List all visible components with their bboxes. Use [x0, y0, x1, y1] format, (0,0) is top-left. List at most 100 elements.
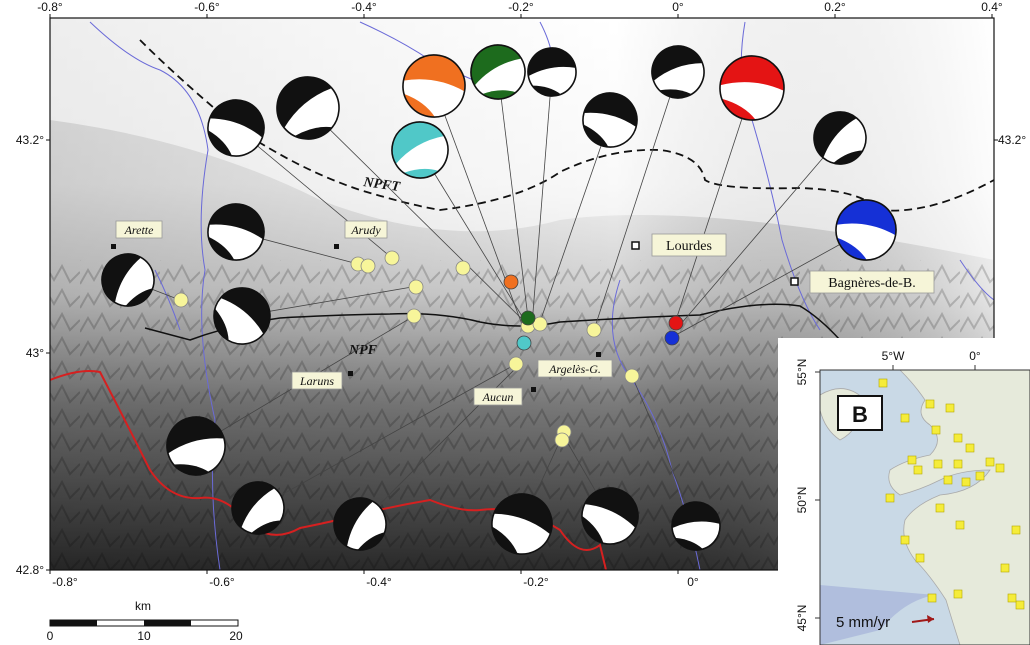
focal-mechanism-beachball: [402, 54, 466, 118]
lon-tick-top: 0.4°: [981, 0, 1003, 14]
svg-text:10: 10: [137, 629, 151, 643]
epicenter-dot: [406, 308, 422, 324]
svg-text:Aucun: Aucun: [482, 390, 514, 404]
inset-lat-tick: 50°N: [795, 487, 809, 514]
gps-station: [907, 455, 917, 465]
npft-fault: [139, 39, 995, 212]
svg-text:20: 20: [229, 629, 243, 643]
town-aucun: Aucun: [473, 387, 523, 406]
epicenter-dot: [455, 260, 471, 276]
lon-tick-top: -0.4°: [351, 0, 377, 14]
lat-tick-right: 43.2°: [998, 133, 1026, 147]
epicenter-dot: [554, 432, 570, 448]
epicenter-dot: [408, 279, 424, 295]
npf-fault: [144, 303, 841, 341]
lourdes-marker: [631, 241, 640, 250]
epicenter-dot: [586, 322, 602, 338]
gps-station: [915, 553, 925, 563]
focal-mechanism-beachball: [581, 487, 639, 545]
gps-station: [933, 459, 943, 469]
focal-mechanism-beachball: [491, 493, 553, 555]
focal-mechanism-beachball: [651, 45, 705, 99]
town-lourdes: Lourdes: [651, 233, 727, 257]
svg-text:Arudy: Arudy: [350, 223, 381, 237]
svg-text:Argelès-G.: Argelès-G.: [548, 362, 601, 376]
epicenter-dot-colored: [520, 310, 536, 326]
focal-mechanism-beachball: [231, 481, 285, 535]
gps-station: [1015, 600, 1025, 610]
focal-mechanism-beachball: [213, 287, 271, 345]
epicenter-dot: [360, 258, 376, 274]
focal-mechanism-beachball: [582, 92, 638, 148]
town-bagneres: Bagnères-de-B.: [809, 270, 935, 294]
focal-mechanism-beachball: [813, 111, 867, 165]
gps-station: [943, 475, 953, 485]
focal-mechanism-beachball: [207, 203, 265, 261]
gps-station: [995, 463, 1005, 473]
gps-station: [945, 403, 955, 413]
gps-station: [953, 433, 963, 443]
svg-text:km: km: [135, 599, 151, 613]
focal-mechanism-beachball: [166, 416, 226, 476]
lon-tick-top: 0.2°: [824, 0, 846, 14]
bagneres-marker: [790, 277, 799, 286]
svg-text:0: 0: [47, 629, 54, 643]
npft-label: NPFT: [361, 175, 402, 195]
gps-station: [1007, 593, 1017, 603]
inset-map: 5°W 0° 55°N 50°N 45°N B 5 mm/yr: [778, 338, 1030, 645]
inset-panel-label: B: [852, 402, 868, 427]
focal-mechanism-beachball: [276, 76, 340, 140]
gps-station: [900, 413, 910, 423]
gps-station: [1000, 563, 1010, 573]
lon-tick-top: -0.2°: [508, 0, 534, 14]
epicenter-dot-colored: [516, 335, 532, 351]
epicenter-dot: [384, 250, 400, 266]
lon-tick-bottom: 0°: [687, 575, 699, 589]
inset-lon-tick: 5°W: [882, 349, 905, 363]
epicenter-dot-colored: [668, 315, 684, 331]
gps-station: [885, 493, 895, 503]
town-arette: Arette: [115, 220, 163, 239]
focal-mechanism-beachball: [391, 121, 449, 179]
gps-station: [935, 503, 945, 513]
inset-panel-badge: [837, 395, 883, 431]
lon-tick-bottom: -0.2°: [523, 575, 549, 589]
velocity-scale-label: 5 mm/yr: [836, 614, 890, 631]
lon-tick-top: 0°: [672, 0, 684, 14]
inset-lon-tick: 0°: [969, 349, 981, 363]
focal-mechanism-beachball: [671, 501, 721, 551]
town-argeles: Argelès-G.: [537, 359, 613, 378]
gps-station: [878, 378, 888, 388]
gps-station: [975, 471, 985, 481]
svg-text:Laruns: Laruns: [299, 374, 334, 388]
lon-tick-bottom: -0.6°: [209, 575, 235, 589]
lon-tick-top: -0.8°: [37, 0, 63, 14]
inset-lat-tick: 45°N: [795, 605, 809, 632]
inset-lat-tick: 55°N: [795, 359, 809, 386]
gps-station: [953, 459, 963, 469]
lat-tick-left: 43°: [26, 346, 44, 360]
focal-mechanism-beachball: [835, 199, 897, 261]
epicenters: [173, 250, 684, 448]
town-laruns: Laruns: [291, 371, 343, 390]
map-frame: [49, 17, 995, 571]
gps-station: [985, 457, 995, 467]
gps-stations: [878, 378, 1025, 610]
epicenter-dot: [532, 316, 548, 332]
gps-station: [955, 520, 965, 530]
gps-station: [931, 425, 941, 435]
town-arudy: Arudy: [344, 220, 388, 239]
town-markers: [111, 244, 601, 392]
scale-bar: km 0 10 20: [47, 599, 243, 643]
focal-mechanism-beachball: [333, 497, 387, 551]
svg-text:Arette: Arette: [124, 223, 155, 237]
npf-label: NPF: [348, 343, 378, 358]
gps-station: [961, 477, 971, 487]
svg-text:Lourdes: Lourdes: [666, 239, 712, 254]
gps-station: [965, 443, 975, 453]
axis-ticks: [46, 14, 998, 574]
gps-station: [925, 399, 935, 409]
epicenter-dot-colored: [664, 330, 680, 346]
gps-station: [927, 593, 937, 603]
